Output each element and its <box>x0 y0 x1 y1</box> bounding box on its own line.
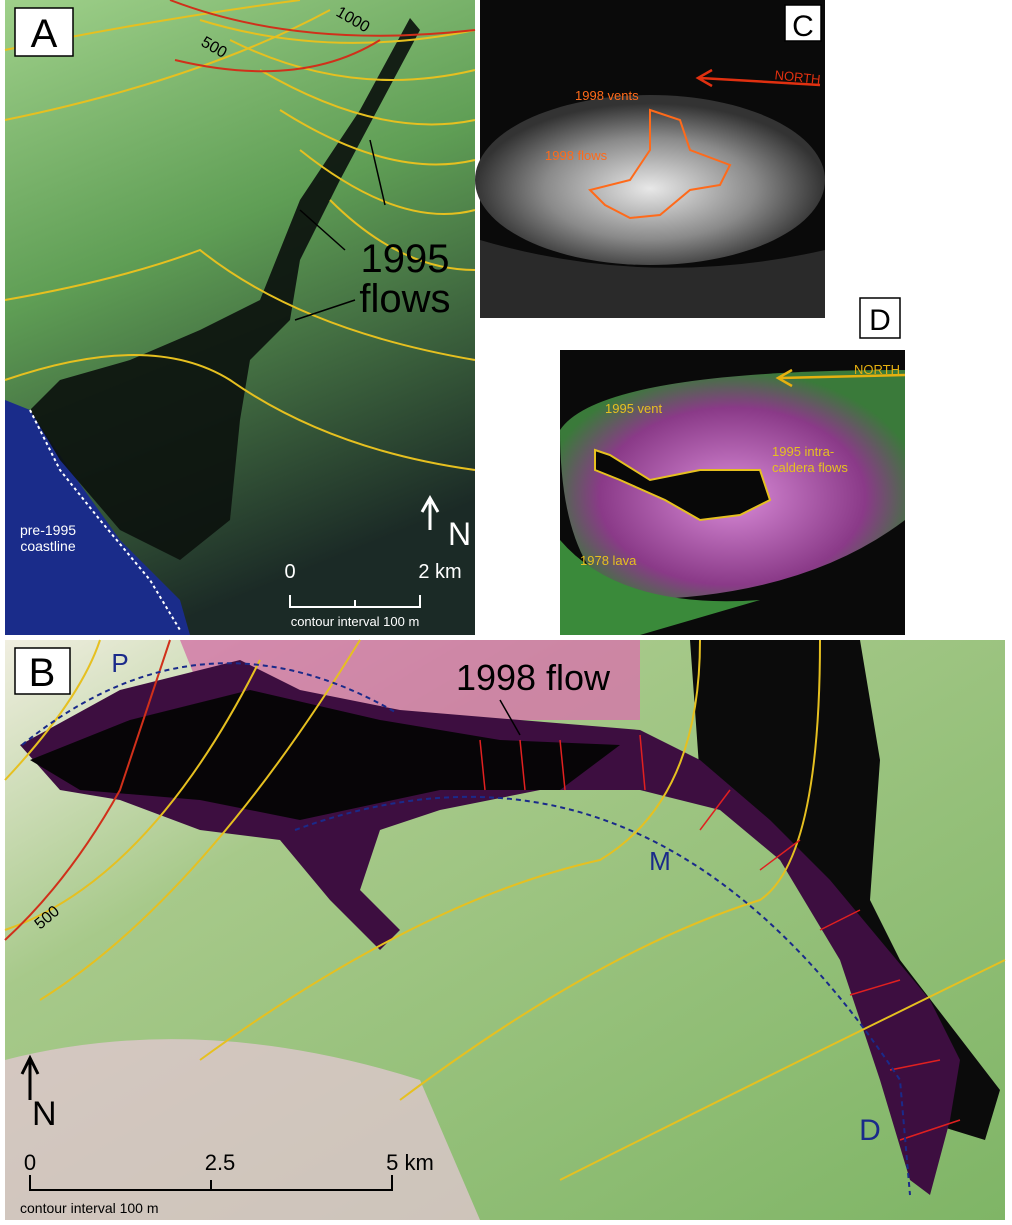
panel-letter: C <box>792 10 814 43</box>
page: {"panels": { "A": {"letter": "A", "conto… <box>0 0 1012 1220</box>
north-label: N <box>32 1095 57 1133</box>
annotation: caldera flows <box>772 460 848 475</box>
panel-b: B P M D 1998 flow 500 N 0 2.5 5 km conto… <box>5 640 1005 1220</box>
contour-note: contour interval 100 m <box>291 614 420 629</box>
scale-label: 2.5 <box>205 1150 236 1175</box>
north-label: NORTH <box>854 362 900 377</box>
annotation: 1995 vent <box>605 401 662 416</box>
scale-label: 2 km <box>418 561 461 583</box>
annotation: 1998 vents <box>575 88 639 103</box>
flow-label: 1995 <box>361 237 450 281</box>
panel-letter: B <box>29 651 56 695</box>
panel-d: NORTH 1995 vent 1995 intra- caldera flow… <box>560 298 905 635</box>
coastline-label: coastline <box>20 538 75 554</box>
scale-label: 5 km <box>386 1150 434 1175</box>
profile-label: D <box>859 1114 881 1147</box>
panel-letter: A <box>31 12 58 56</box>
panel-letter: D <box>869 304 891 337</box>
flow-label: flows <box>359 277 450 321</box>
profile-label: M <box>649 846 671 876</box>
annotation: 1995 intra- <box>772 444 834 459</box>
panel-a: A 500 1000 1995 flows N 0 2 km contour i… <box>5 0 475 635</box>
profile-label: P <box>111 648 128 678</box>
scale-label: 0 <box>284 561 295 583</box>
annotation: 1998 flows <box>545 148 608 163</box>
figure: A 500 1000 1995 flows N 0 2 km contour i… <box>0 0 1012 1220</box>
panel-c: NORTH 1998 vents 1998 flows C <box>475 0 825 318</box>
contour-note: contour interval 100 m <box>20 1200 159 1216</box>
annotation: 1978 lava <box>580 553 637 568</box>
scale-label: 0 <box>24 1150 36 1175</box>
north-label: N <box>448 516 471 552</box>
flow-label: 1998 flow <box>456 657 611 698</box>
coastline-label: pre-1995 <box>20 522 76 538</box>
